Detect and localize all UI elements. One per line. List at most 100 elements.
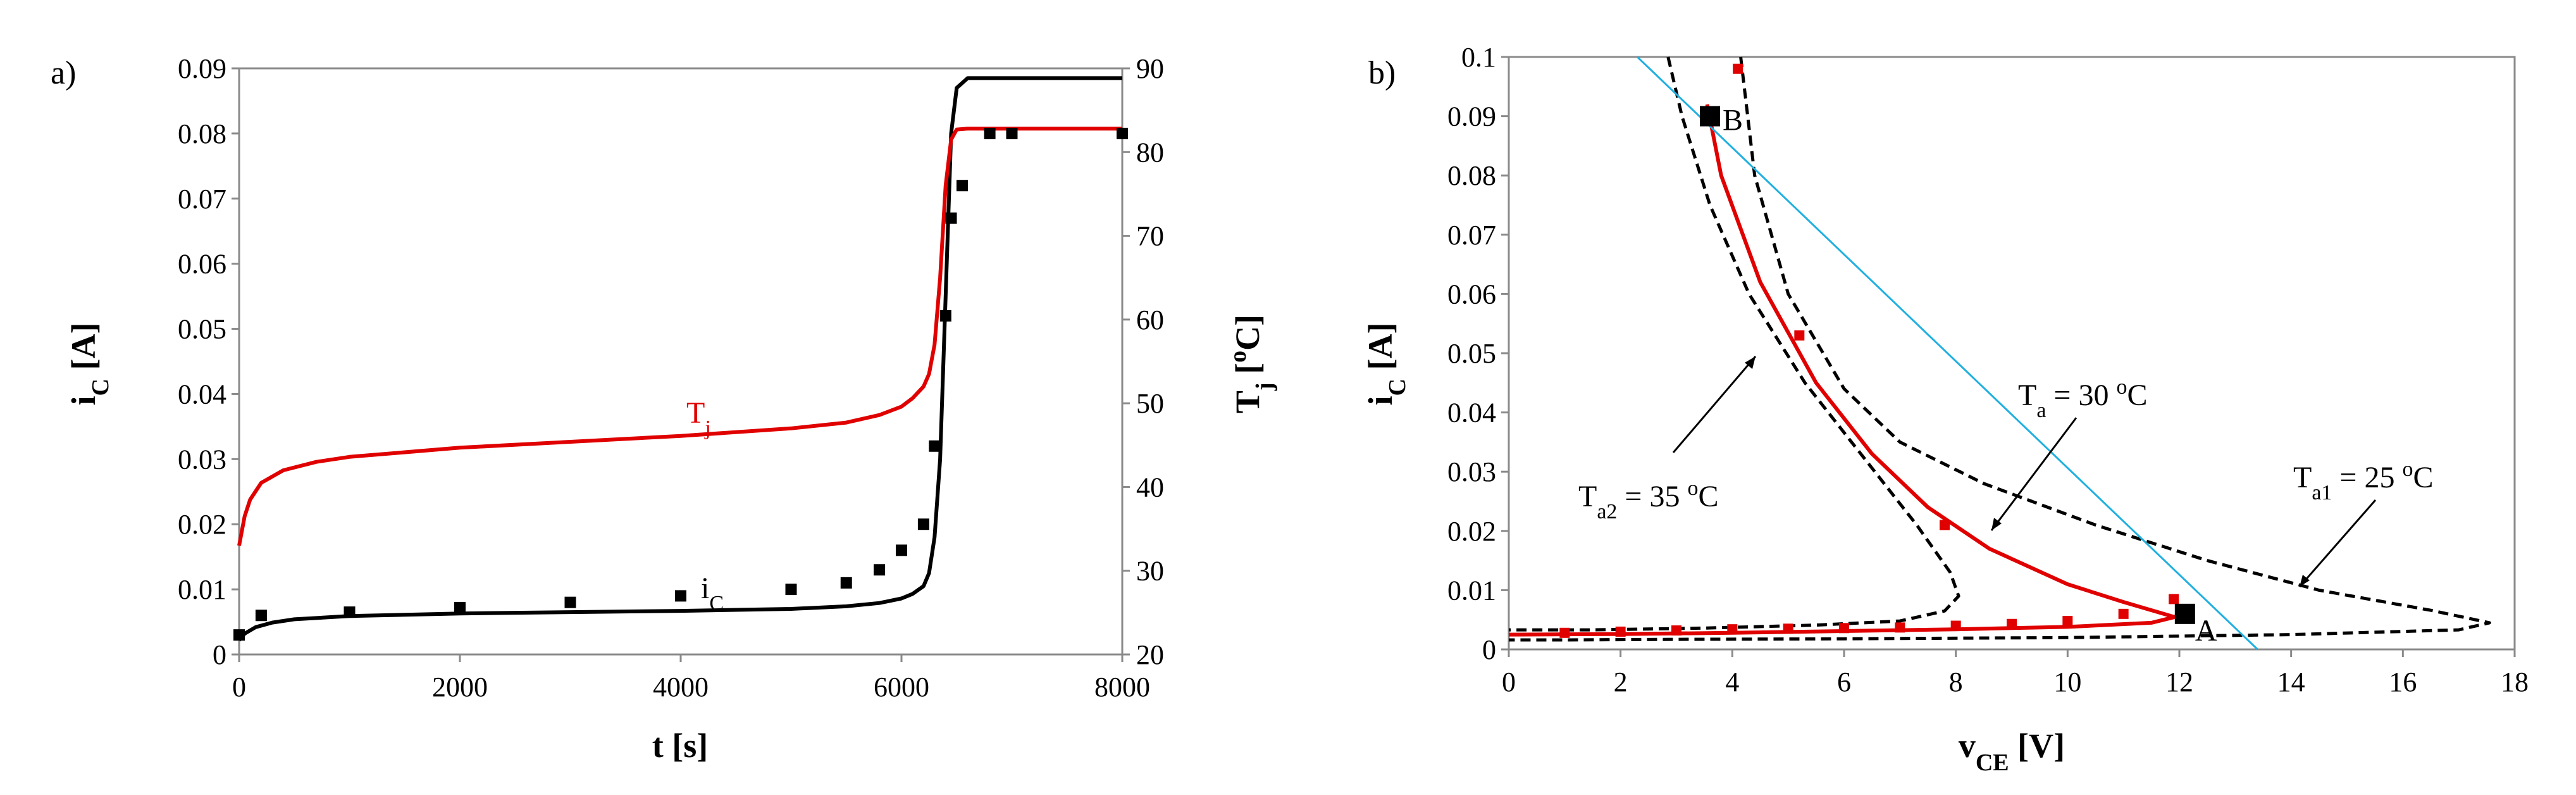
measured-point	[1895, 622, 1905, 633]
x-tick-label: 2000	[432, 672, 488, 703]
ta1-main: T	[2293, 461, 2312, 494]
y-tick-label: 0.01	[1447, 575, 1496, 606]
measured-point-ic	[929, 440, 941, 452]
measured-point	[1733, 63, 1743, 74]
ylabel-left-main: i	[65, 396, 102, 405]
measured-point	[1783, 623, 1793, 634]
panel-b-xlabel: vCE [V]	[1959, 727, 2065, 776]
measured-point	[2118, 608, 2129, 619]
measured-point-ic	[1117, 127, 1128, 139]
svg-text:iC [A]: iC [A]	[1361, 323, 1411, 406]
ylabel-right-main: T	[1229, 391, 1266, 413]
right-tick-label: 70	[1136, 221, 1164, 252]
load-line	[1637, 56, 2258, 651]
y-tick-label: 0.05	[1447, 338, 1496, 369]
ylabel-b-main: i	[1361, 396, 1399, 405]
y-tick-label: 0.04	[1447, 398, 1496, 429]
dashed-characteristic-curve	[1509, 56, 2491, 642]
panel-b-y-ticks: 0 0.01 0.02 0.03 0.04 0.05 0.06 0.07 0.08 0.09 0.1	[1447, 42, 1509, 665]
operating-point-a	[2174, 603, 2195, 624]
ta2-main: T	[1578, 480, 1597, 513]
measured-point-ic	[840, 577, 852, 589]
ylabel-b-sub: C	[1384, 379, 1411, 396]
panel-a-series	[233, 76, 1128, 642]
panel-a-ylabel-left: iC [A]	[65, 323, 114, 406]
left-tick-label: 0.03	[178, 444, 226, 475]
measured-point	[1940, 520, 1950, 530]
ylabel-right-sub: j	[1251, 382, 1278, 391]
tj-curve	[237, 127, 1122, 546]
left-tick-label: 0.05	[178, 314, 226, 345]
x-tick-label: 4	[1725, 667, 1739, 698]
measured-point-ic	[1006, 127, 1018, 139]
ta2-arrowhead	[1745, 356, 1756, 369]
ta1-arrowhead	[2300, 575, 2310, 587]
tj-label-main: T	[686, 396, 705, 430]
operating-point-label: A	[2195, 614, 2217, 648]
x-tick-label: 12	[2165, 667, 2193, 698]
left-tick-label: 0	[213, 639, 226, 670]
measured-point-ic	[564, 596, 576, 608]
panel-b-ylabel: iC [A]	[1361, 323, 1411, 406]
measured-point-ic	[939, 310, 951, 322]
measured-point	[1727, 624, 1738, 635]
measured-point	[2169, 594, 2179, 604]
x-tick-label: 6	[1837, 667, 1851, 698]
ta1-arrow	[2298, 499, 2377, 587]
measured-point-ic	[984, 127, 996, 139]
ta-30-curve	[1508, 104, 2190, 637]
measured-point-ic	[874, 564, 886, 576]
y-tick-label: 0.07	[1447, 220, 1496, 251]
panel-a-ylabel-right: Tj [oC]	[1225, 315, 1278, 413]
dashed-characteristic-curve	[1509, 56, 1960, 632]
ta2-annotation: Ta2 = 35 oC	[1578, 477, 1719, 523]
ic-label-main: i	[701, 572, 709, 605]
measured-point	[1615, 626, 1626, 637]
x-tick-label: 8000	[1094, 672, 1150, 703]
xlabel-b-unit: [V]	[2009, 727, 2065, 765]
panel-a-x-ticks: 0 2000 4000 6000 8000	[232, 654, 1150, 703]
xlabel-b-main: v	[1959, 727, 1976, 765]
y-tick-label: 0.02	[1447, 516, 1496, 547]
svg-text:Tj [oC]: Tj [oC]	[1225, 315, 1278, 413]
measured-point	[2062, 616, 2073, 627]
measured-point-ic	[956, 180, 968, 192]
x-tick-label: 0	[232, 672, 246, 703]
left-tick-label: 0.07	[178, 184, 226, 215]
xlabel-b-sub: CE	[1976, 749, 2009, 776]
right-tick-label: 20	[1136, 639, 1164, 670]
ic-curve-label: iC	[701, 572, 724, 615]
ta1-mid: = 25	[2332, 461, 2402, 494]
left-tick-label: 0.04	[178, 379, 226, 410]
ylabel-right-sup: o	[1225, 351, 1251, 363]
right-tick-label: 80	[1136, 137, 1164, 168]
y-tick-label: 0.03	[1447, 456, 1496, 487]
x-tick-label: 8	[1949, 667, 1963, 698]
ta-sup: o	[2117, 375, 2127, 399]
tj-curve-label: Tj	[686, 396, 711, 440]
ylabel-b-unit: [A]	[1361, 323, 1399, 379]
measured-point	[1950, 620, 1961, 631]
ta2-arrow	[1672, 356, 1757, 453]
ylabel-left-sub: C	[87, 379, 114, 396]
ta2-mid: = 35	[1617, 480, 1687, 513]
ta-sub: a	[2036, 399, 2046, 422]
ta1-annotation: Ta1 = 25 oC	[2293, 458, 2434, 504]
operating-point-b	[1700, 106, 1720, 127]
measured-point	[1839, 623, 1849, 634]
ta-arrow	[1990, 417, 2078, 531]
right-tick-label: 60	[1136, 304, 1164, 335]
ylabel-left-unit: [A]	[65, 323, 102, 379]
left-tick-label: 0.08	[178, 118, 226, 149]
measured-point-ic	[233, 629, 245, 641]
x-tick-label: 6000	[874, 672, 929, 703]
ic-label-sub: C	[709, 592, 724, 615]
operating-point-label: B	[1723, 104, 1743, 137]
measured-point-ic	[917, 518, 929, 530]
panel-a-label: a)	[51, 55, 76, 91]
panel-b-x-ticks: 0 2 4 6 8 10 12 14 16 18	[1502, 649, 2529, 698]
ic-curve	[237, 76, 1122, 642]
measured-point-ic	[896, 544, 907, 556]
ta-main: T	[2018, 379, 2036, 412]
